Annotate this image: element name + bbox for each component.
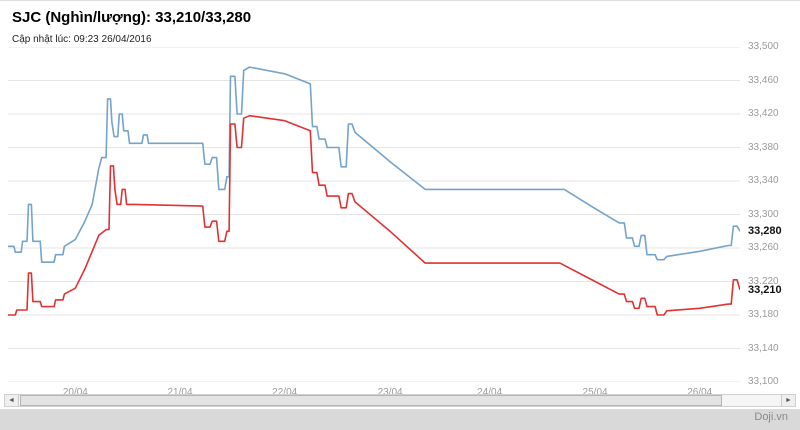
- y-axis-label: 33,300: [748, 208, 779, 220]
- y-axis-label: 33,380: [748, 141, 779, 153]
- right-arrow-icon: ►: [785, 397, 792, 404]
- y-axis-label: 33,420: [748, 108, 779, 119]
- y-axis-label: 33,500: [748, 41, 779, 52]
- y-axis-label: 33,220: [748, 275, 779, 287]
- scrollbar-thumb[interactable]: [20, 395, 722, 406]
- current-sell-price: 33,280: [746, 225, 784, 238]
- y-axis-label: 33,460: [748, 74, 779, 86]
- scrollbar-track[interactable]: [19, 395, 781, 406]
- footer-bar: Doji.vn: [0, 409, 800, 430]
- watermark: Doji.vn: [754, 411, 788, 423]
- y-axis-label: 33,180: [748, 309, 779, 320]
- y-axis: 33,500 33,460 33,420 33,380 33,340 33,300 33,2…: [746, 1, 798, 430]
- y-axis-label: 33,140: [748, 342, 779, 354]
- buy-line: [8, 114, 740, 316]
- sell-line: [8, 66, 740, 263]
- current-buy-price: 33,210: [746, 283, 784, 296]
- y-axis-label: 33,260: [748, 242, 779, 253]
- update-timestamp: Cập nhật lúc: 09:23 26/04/2016: [12, 34, 152, 45]
- y-axis-label: 33,340: [748, 175, 779, 186]
- price-chart-plot[interactable]: [8, 47, 740, 382]
- price-chart-svg: [8, 47, 740, 382]
- left-arrow-icon: ◄: [8, 397, 15, 404]
- page-title: SJC (Nghìn/lượng): 33,210/33,280: [12, 9, 252, 26]
- scroll-left-button[interactable]: ◄: [5, 395, 19, 406]
- scroll-right-button[interactable]: ►: [781, 395, 795, 406]
- y-axis-label: 33,100: [748, 376, 779, 387]
- horizontal-scrollbar[interactable]: ◄ ►: [4, 394, 796, 407]
